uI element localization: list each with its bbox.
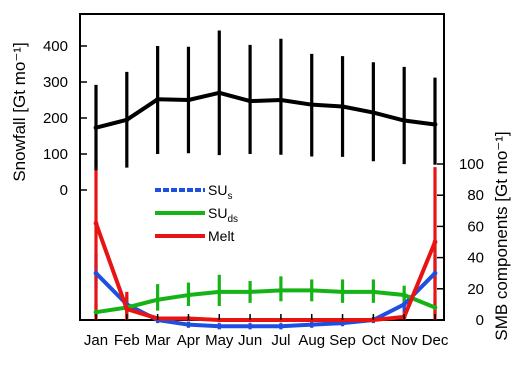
snowfall-series-point: [216, 90, 222, 96]
x-tick-label-feb: Feb: [114, 332, 140, 349]
snowfall-series-point: [309, 102, 315, 108]
suds-series-point: [216, 289, 222, 295]
suds-series-point: [340, 289, 345, 295]
snowfall-series-point: [93, 125, 99, 131]
snowfall-series-point: [155, 96, 161, 102]
suds-series-point: [186, 292, 191, 298]
melt-series-point: [93, 220, 99, 226]
left-tick-label: 300: [43, 74, 68, 91]
snowfall-series-line: [95, 90, 436, 130]
snowfall-series-point: [401, 118, 407, 123]
suds-series-point: [309, 287, 315, 293]
x-tick-label-aug: Aug: [298, 332, 325, 349]
x-tick-label-jan: Jan: [84, 332, 108, 349]
x-tick-label-oct: Oct: [362, 332, 386, 349]
x-tick-label-jul: Jul: [271, 332, 290, 349]
snowfall-series-point: [124, 117, 130, 123]
legend-label-suds: SUds: [208, 205, 238, 225]
left-tick-label: 0: [60, 182, 68, 199]
suds-series-point: [93, 309, 99, 315]
legend-label-melt: Melt: [208, 228, 235, 244]
x-tick-label-jun: Jun: [238, 332, 262, 349]
left-tick-label: 400: [43, 38, 68, 55]
snowfall-series-point: [278, 97, 284, 103]
melt-series-line: [94, 222, 437, 322]
left-axis-title: Snowfall [Gt mo⁻¹]: [10, 42, 29, 181]
right-tick-label: 40: [467, 250, 484, 267]
x-tick-label-mar: Mar: [145, 332, 171, 349]
x-tick-label-may: May: [205, 332, 234, 349]
plot-frame: [79, 13, 445, 321]
suds-series-point: [278, 287, 284, 293]
sus-series-point: [93, 270, 99, 276]
legend: SUs SUds Melt: [155, 182, 238, 244]
right-tick-label: 0: [476, 312, 484, 329]
suds-series-line: [95, 288, 436, 315]
right-axis-title: SMB components [Gt mo⁻¹]: [492, 131, 511, 340]
sus-series-point: [247, 323, 253, 329]
left-tick-label: 100: [43, 146, 68, 163]
right-tick-label: 20: [467, 281, 484, 298]
left-tick-label: 200: [43, 110, 68, 127]
melt-series-point: [124, 306, 130, 312]
snowfall-series-point: [432, 122, 438, 127]
sus-series-point: [216, 323, 222, 329]
suds-series-point: [370, 289, 376, 295]
suds-series-point: [247, 289, 253, 295]
snowfall-series-point: [186, 97, 191, 103]
x-tick-label-apr: Apr: [177, 332, 200, 349]
sus-series-point: [432, 270, 438, 276]
sus-series-point: [278, 323, 284, 329]
right-tick-label: 100: [459, 156, 484, 173]
sus-series-point: [401, 302, 407, 307]
snowfall-series-point: [247, 98, 253, 104]
snowfall-series-point: [370, 110, 376, 115]
x-tick-label-dec: Dec: [422, 332, 449, 349]
suds-series-point: [401, 292, 407, 298]
snowfall-series-point: [340, 104, 345, 109]
right-tick-label: 60: [467, 218, 484, 235]
suds-series-point: [155, 297, 161, 303]
melt-series-point: [432, 239, 438, 245]
x-tick-label-sep: Sep: [329, 332, 356, 349]
right-tick-label: 80: [467, 187, 484, 204]
suds-series-point: [432, 305, 438, 310]
sus-series-point: [309, 322, 315, 328]
sus-series-point: [186, 322, 191, 328]
x-tick-label-nov: Nov: [391, 332, 418, 349]
legend-label-sus: SUs: [208, 182, 232, 202]
